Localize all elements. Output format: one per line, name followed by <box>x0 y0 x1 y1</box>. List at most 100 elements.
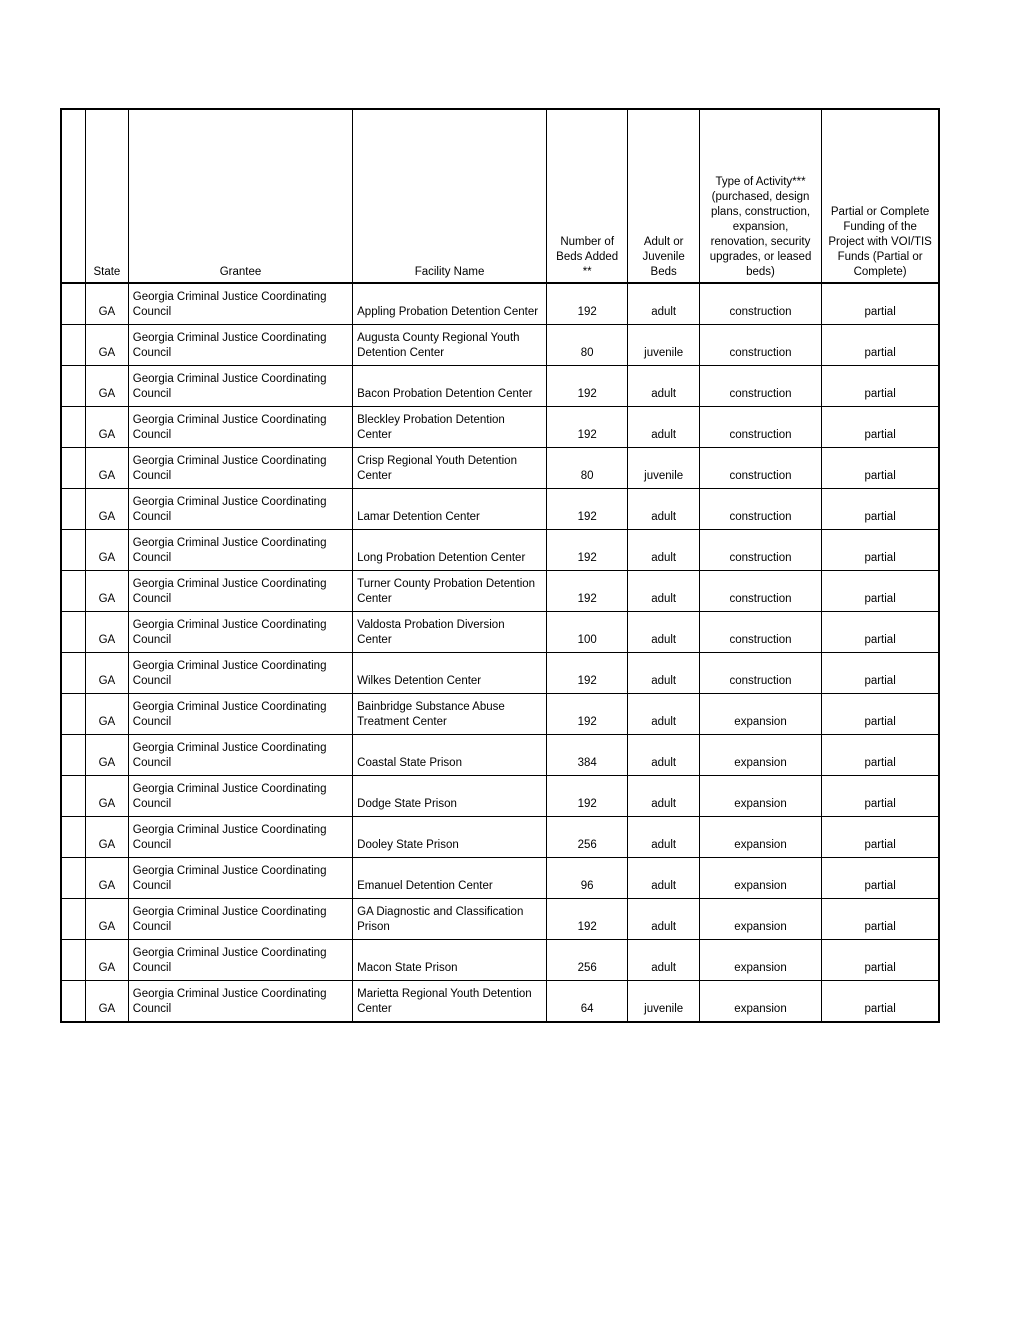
cell-5: juvenile <box>628 448 699 489</box>
col-header-1: State <box>85 109 128 283</box>
cell-2: Georgia Criminal Justice Coordinating Co… <box>128 489 352 530</box>
cell-1: GA <box>85 612 128 653</box>
cell-4: 192 <box>546 694 628 735</box>
cell-1: GA <box>85 283 128 325</box>
cell-1: GA <box>85 571 128 612</box>
cell-3: Bainbridge Substance Abuse Treatment Cen… <box>353 694 547 735</box>
cell-4: 100 <box>546 612 628 653</box>
cell-0 <box>61 612 85 653</box>
cell-3: Macon State Prison <box>353 940 547 981</box>
cell-6: construction <box>699 283 821 325</box>
cell-7: partial <box>822 325 939 366</box>
cell-1: GA <box>85 325 128 366</box>
table-header-row: StateGranteeFacility NameNumber of Beds … <box>61 109 939 283</box>
cell-7: partial <box>822 407 939 448</box>
cell-2: Georgia Criminal Justice Coordinating Co… <box>128 940 352 981</box>
cell-1: GA <box>85 407 128 448</box>
col-header-2: Grantee <box>128 109 352 283</box>
cell-4: 192 <box>546 366 628 407</box>
cell-6: expansion <box>699 694 821 735</box>
cell-4: 192 <box>546 571 628 612</box>
col-header-7: Partial or Complete Funding of the Proje… <box>822 109 939 283</box>
cell-5: adult <box>628 366 699 407</box>
cell-1: GA <box>85 366 128 407</box>
cell-7: partial <box>822 283 939 325</box>
cell-4: 192 <box>546 776 628 817</box>
cell-7: partial <box>822 981 939 1023</box>
cell-0 <box>61 530 85 571</box>
cell-3: Crisp Regional Youth Detention Center <box>353 448 547 489</box>
table-row: GAGeorgia Criminal Justice Coordinating … <box>61 325 939 366</box>
table-row: GAGeorgia Criminal Justice Coordinating … <box>61 940 939 981</box>
cell-1: GA <box>85 981 128 1023</box>
cell-6: construction <box>699 530 821 571</box>
cell-0 <box>61 653 85 694</box>
cell-7: partial <box>822 899 939 940</box>
cell-2: Georgia Criminal Justice Coordinating Co… <box>128 366 352 407</box>
cell-7: partial <box>822 612 939 653</box>
cell-6: expansion <box>699 981 821 1023</box>
cell-2: Georgia Criminal Justice Coordinating Co… <box>128 899 352 940</box>
cell-2: Georgia Criminal Justice Coordinating Co… <box>128 407 352 448</box>
cell-5: adult <box>628 571 699 612</box>
cell-3: Long Probation Detention Center <box>353 530 547 571</box>
cell-3: Bleckley Probation Detention Center <box>353 407 547 448</box>
cell-7: partial <box>822 448 939 489</box>
cell-0 <box>61 366 85 407</box>
cell-3: Appling Probation Detention Center <box>353 283 547 325</box>
table-body: GAGeorgia Criminal Justice Coordinating … <box>61 283 939 1022</box>
cell-7: partial <box>822 571 939 612</box>
cell-5: juvenile <box>628 325 699 366</box>
facilities-table: StateGranteeFacility NameNumber of Beds … <box>60 108 940 1023</box>
table-row: GAGeorgia Criminal Justice Coordinating … <box>61 571 939 612</box>
table-row: GAGeorgia Criminal Justice Coordinating … <box>61 530 939 571</box>
cell-4: 80 <box>546 325 628 366</box>
cell-7: partial <box>822 817 939 858</box>
cell-7: partial <box>822 735 939 776</box>
cell-1: GA <box>85 530 128 571</box>
cell-2: Georgia Criminal Justice Coordinating Co… <box>128 694 352 735</box>
table-row: GAGeorgia Criminal Justice Coordinating … <box>61 283 939 325</box>
cell-3: Turner County Probation Detention Center <box>353 571 547 612</box>
col-header-5: Adult or Juvenile Beds <box>628 109 699 283</box>
cell-0 <box>61 571 85 612</box>
cell-6: expansion <box>699 940 821 981</box>
cell-7: partial <box>822 694 939 735</box>
cell-5: adult <box>628 735 699 776</box>
cell-0 <box>61 448 85 489</box>
cell-2: Georgia Criminal Justice Coordinating Co… <box>128 612 352 653</box>
cell-1: GA <box>85 448 128 489</box>
cell-6: expansion <box>699 899 821 940</box>
table-row: GAGeorgia Criminal Justice Coordinating … <box>61 735 939 776</box>
cell-6: construction <box>699 653 821 694</box>
table-row: GAGeorgia Criminal Justice Coordinating … <box>61 858 939 899</box>
cell-0 <box>61 407 85 448</box>
table-row: GAGeorgia Criminal Justice Coordinating … <box>61 817 939 858</box>
cell-4: 192 <box>546 899 628 940</box>
cell-1: GA <box>85 735 128 776</box>
cell-4: 192 <box>546 530 628 571</box>
cell-1: GA <box>85 899 128 940</box>
cell-5: adult <box>628 530 699 571</box>
cell-5: adult <box>628 653 699 694</box>
cell-2: Georgia Criminal Justice Coordinating Co… <box>128 776 352 817</box>
cell-0 <box>61 858 85 899</box>
cell-4: 192 <box>546 407 628 448</box>
table-row: GAGeorgia Criminal Justice Coordinating … <box>61 366 939 407</box>
cell-2: Georgia Criminal Justice Coordinating Co… <box>128 981 352 1023</box>
table-row: GAGeorgia Criminal Justice Coordinating … <box>61 448 939 489</box>
cell-3: Valdosta Probation Diversion Center <box>353 612 547 653</box>
cell-4: 192 <box>546 489 628 530</box>
cell-0 <box>61 283 85 325</box>
cell-1: GA <box>85 489 128 530</box>
cell-0 <box>61 817 85 858</box>
cell-2: Georgia Criminal Justice Coordinating Co… <box>128 653 352 694</box>
table-row: GAGeorgia Criminal Justice Coordinating … <box>61 776 939 817</box>
cell-3: Wilkes Detention Center <box>353 653 547 694</box>
cell-2: Georgia Criminal Justice Coordinating Co… <box>128 448 352 489</box>
cell-6: construction <box>699 612 821 653</box>
cell-3: Emanuel Detention Center <box>353 858 547 899</box>
cell-0 <box>61 940 85 981</box>
cell-5: adult <box>628 489 699 530</box>
col-header-3: Facility Name <box>353 109 547 283</box>
